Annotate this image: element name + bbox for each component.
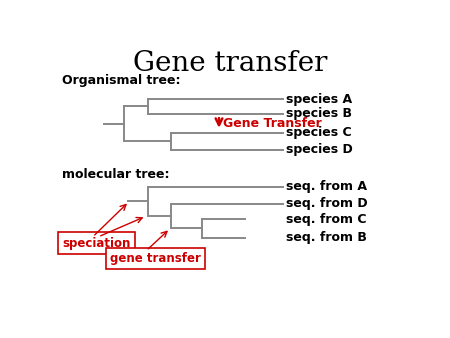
- Text: seq. from C: seq. from C: [287, 213, 367, 226]
- Text: Gene transfer: Gene transfer: [134, 50, 328, 77]
- Text: speciation: speciation: [63, 237, 131, 249]
- Text: species D: species D: [287, 143, 353, 156]
- Text: species C: species C: [287, 126, 352, 140]
- Text: gene transfer: gene transfer: [110, 252, 201, 265]
- Text: molecular tree:: molecular tree:: [63, 168, 170, 180]
- Text: Gene Transfer: Gene Transfer: [223, 117, 322, 130]
- Text: seq. from D: seq. from D: [287, 197, 368, 210]
- Text: seq. from B: seq. from B: [287, 231, 367, 244]
- Text: species B: species B: [287, 107, 352, 120]
- Text: seq. from A: seq. from A: [287, 180, 367, 193]
- Text: species A: species A: [287, 93, 352, 105]
- Text: Organismal tree:: Organismal tree:: [63, 74, 181, 87]
